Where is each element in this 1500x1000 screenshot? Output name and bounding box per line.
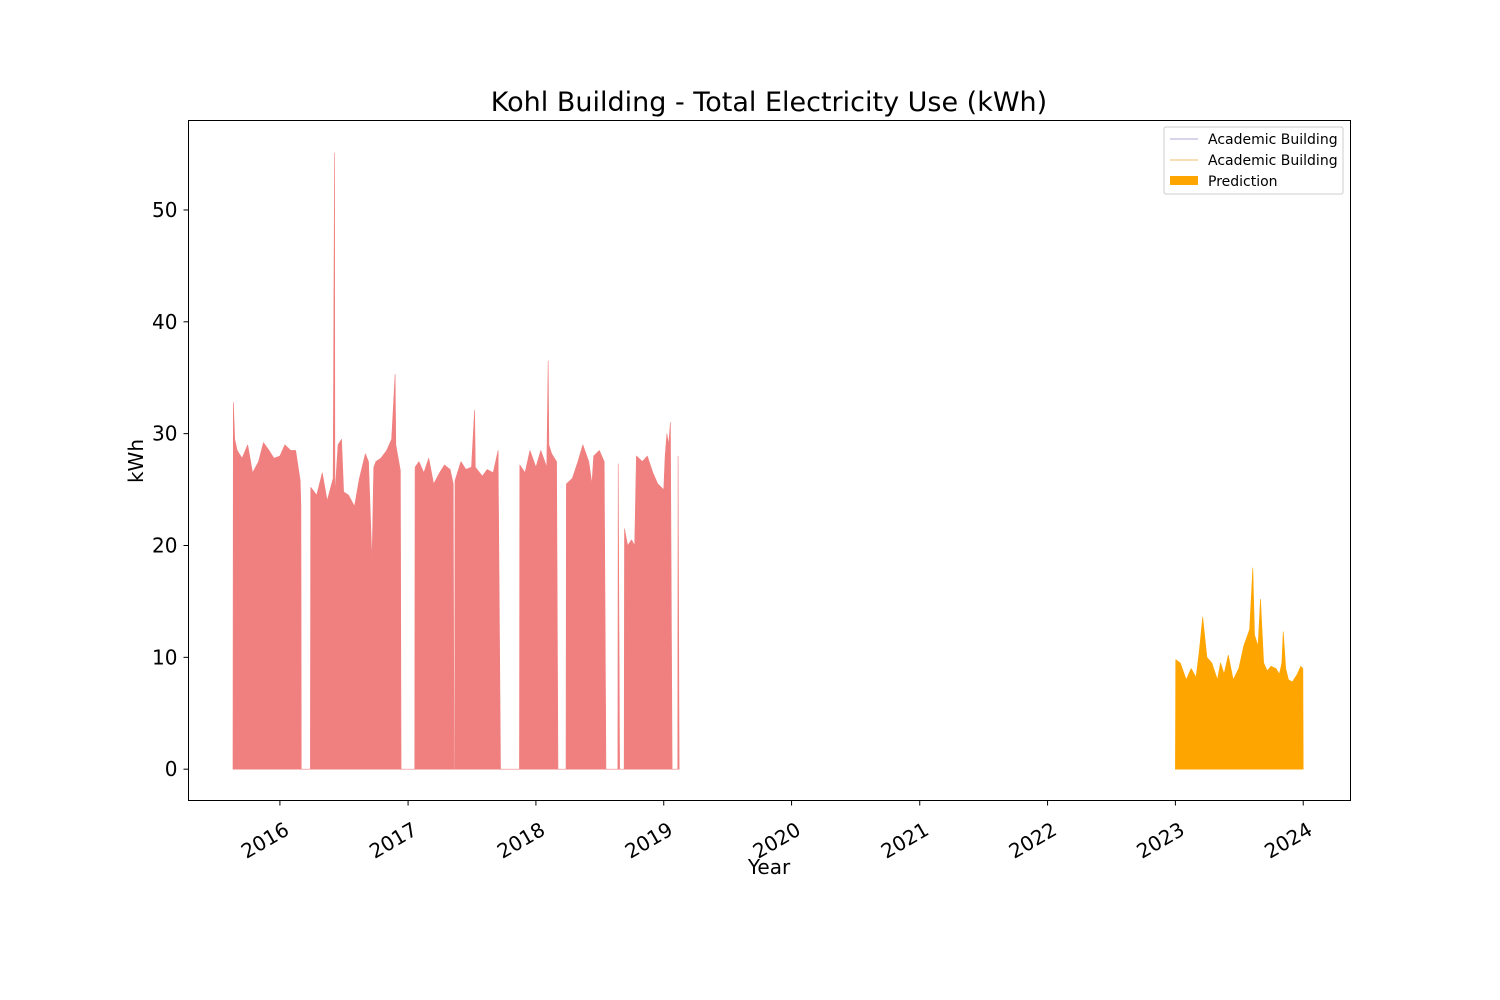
y-axis-label: kWh bbox=[124, 439, 148, 483]
x-axis-label: Year bbox=[747, 855, 791, 879]
series-area-prediction bbox=[1175, 567, 1304, 770]
y-tick-label: 30 bbox=[152, 422, 177, 446]
series-area-academic-building bbox=[232, 152, 680, 770]
legend-label-prediction: Prediction bbox=[1208, 174, 1278, 190]
y-tick-label: 0 bbox=[165, 757, 178, 781]
legend-patch-prediction bbox=[1170, 176, 1198, 185]
legend-box bbox=[1163, 126, 1344, 195]
y-tick-label: 50 bbox=[152, 198, 177, 222]
plot-frame bbox=[188, 120, 1351, 801]
chart-title: Kohl Building - Total Electricity Use (k… bbox=[491, 87, 1047, 118]
plot-series bbox=[232, 152, 1304, 770]
y-tick-label: 10 bbox=[152, 645, 177, 669]
y-tick-label: 40 bbox=[152, 310, 177, 334]
y-axis: 0 10 20 30 40 50 bbox=[152, 198, 189, 781]
legend-label-academic-2: Academic Building bbox=[1208, 153, 1338, 169]
y-tick-label: 20 bbox=[152, 534, 177, 558]
legend-label-academic-1: Academic Building bbox=[1208, 132, 1338, 148]
legend: Academic Building Academic Building Pred… bbox=[1163, 126, 1344, 195]
